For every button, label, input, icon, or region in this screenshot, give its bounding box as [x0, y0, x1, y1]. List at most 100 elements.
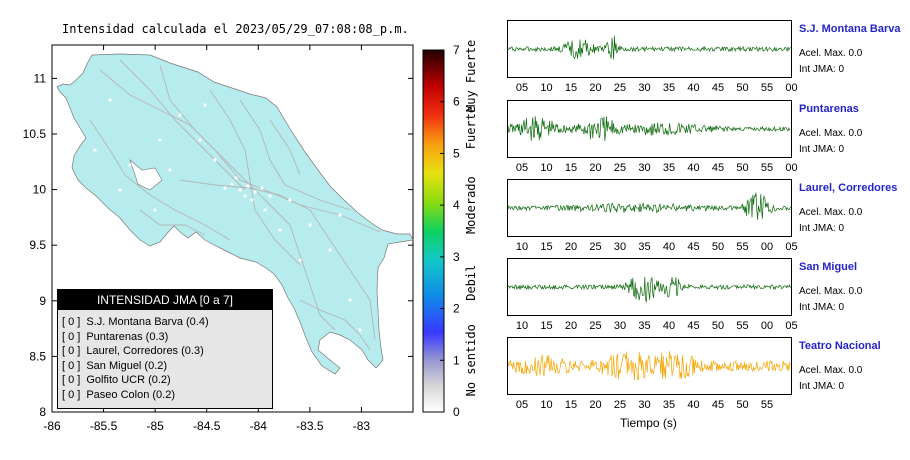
trace-tick-label: 10	[515, 241, 529, 253]
road-line	[99, 69, 381, 233]
station-info: Laurel, Corredores Acel. Max. 0.0 Int JMA:…	[799, 182, 907, 234]
town-marker	[298, 258, 302, 262]
station-name: San Miguel	[799, 261, 858, 273]
station-info: Puntarenas Acel. Max. 0.0 Int JMA: 0	[799, 103, 907, 155]
trace-tick-label: 25	[589, 320, 602, 332]
trace-tick-label: 20	[589, 82, 602, 94]
station-int: Int JMA: 0	[799, 64, 845, 75]
trace-x-ticks: 05 10 15 20 25 30 35 40 45 50 55 00	[507, 82, 798, 96]
trace-tick-label: 15	[564, 399, 578, 411]
town-marker	[246, 184, 250, 188]
trace-tick-label: 25	[613, 399, 627, 411]
trace-line	[507, 192, 791, 220]
trace-tick-label: 00	[760, 320, 774, 332]
station-acel: Acel. Max. 0.0	[799, 286, 863, 297]
station-acel: Acel. Max. 0.0	[799, 48, 863, 59]
town-marker	[338, 213, 342, 217]
trace-line	[507, 116, 791, 142]
trace-x-ticks: 05 10 15 20 25 30 35 40 45 50 55	[507, 399, 792, 413]
road-line	[299, 299, 371, 351]
trace-waveform	[507, 351, 791, 381]
town-marker	[223, 186, 227, 190]
trace-x-ticks: 10 15 20 25 30 35 40 45 50 55 00 05	[507, 320, 798, 334]
trace-tick-label: 40	[687, 399, 700, 411]
trace-tick-label: 25	[613, 162, 627, 174]
legend-item: [ 0 ] Golfito UCR (0.2)	[62, 373, 215, 388]
station-info: Teatro Nacional Acel. Max. 0.0 Int JMA: 0	[799, 340, 907, 392]
colorbar-category-label: No sentido	[464, 324, 478, 396]
town-points	[93, 98, 362, 332]
trace-tick-label: 50	[736, 82, 749, 94]
trace-tick-label: 25	[613, 82, 627, 94]
trace-tick-label: 35	[662, 82, 676, 94]
town-marker	[93, 148, 97, 152]
station-int: Int JMA: 0	[799, 223, 845, 234]
road-network	[89, 59, 381, 351]
trace-tick-label: 00	[760, 241, 774, 253]
town-marker	[108, 98, 112, 102]
trace-tick-label: 35	[638, 320, 651, 332]
trace-x-ticks: 05 10 15 20 25 30 35 40 45 50 55 00	[507, 162, 798, 176]
colorbar-category-label: Fuerte	[464, 106, 478, 149]
station-info: S.J. Montana Barva Acel. Max. 0.0 Int JMA:…	[799, 23, 907, 75]
colorbar-category-label: Debil	[464, 265, 478, 301]
town-marker	[308, 223, 312, 227]
road-line	[159, 64, 336, 331]
trace-tick-label: 05	[785, 241, 798, 253]
map-x-tick-label: -84	[250, 419, 268, 433]
map-x-tick-label: -85	[146, 419, 164, 433]
colorbar-tick-label: 2	[453, 302, 460, 316]
trace-waveform	[507, 116, 791, 142]
legend-item-level: [ 0 ]	[62, 316, 81, 328]
trace-tick-label: 30	[638, 82, 651, 94]
trace-tick-label: 15	[564, 162, 578, 174]
map-y-tick-label: 10	[33, 183, 47, 197]
trace-tick-label: 15	[540, 320, 553, 332]
trace-tick-label: 50	[711, 241, 725, 253]
town-marker	[158, 138, 162, 142]
station-acel: Acel. Max. 0.0	[799, 128, 863, 139]
town-marker	[153, 208, 157, 212]
trace-tick-label: 05	[515, 399, 529, 411]
town-marker	[213, 158, 217, 162]
legend-list: [ 0 ] S.J. Montana Barva (0.4) [ 0 ] Puntar…	[62, 315, 215, 402]
road-line	[209, 89, 301, 266]
trace-tick-label: 55	[736, 320, 749, 332]
legend-item: [ 0 ] Puntarenas (0.3)	[62, 330, 215, 345]
legend-item: [ 0 ] San Miguel (0.2)	[62, 359, 215, 374]
trace-tick-label: 20	[589, 162, 602, 174]
town-marker	[243, 194, 247, 198]
colorbar-tick-label: 5	[453, 146, 460, 160]
trace-tick-label: 05	[785, 320, 798, 332]
trace-tick-label: 40	[687, 162, 700, 174]
town-marker	[168, 168, 172, 172]
map-y-tick-label: 11	[34, 71, 47, 85]
colorbar-category-label: Muy Fuerte	[464, 40, 478, 112]
road-line	[239, 99, 351, 211]
trace-tick-label: 05	[515, 162, 529, 174]
town-marker	[288, 198, 292, 202]
road-line	[269, 119, 301, 176]
map-y-tick-label: 9.5	[29, 238, 46, 252]
trace-tick-label: 35	[638, 241, 651, 253]
map-x-tick-label: -84.5	[193, 419, 221, 433]
trace-x-axis-label: Tiempo (s)	[620, 416, 677, 430]
trace-tick-label: 45	[711, 162, 725, 174]
map-x-tick-label: -83.5	[296, 419, 324, 433]
trace-tick-label: 30	[638, 162, 651, 174]
town-marker	[358, 328, 362, 332]
trace-panel	[507, 20, 792, 78]
trace-line	[507, 35, 791, 60]
trace-line	[507, 351, 791, 381]
trace-tick-label: 20	[564, 320, 578, 332]
trace-tick-label: 45	[711, 82, 725, 94]
map-x-ticks: -86 -85.5 -85 -84.5 -84 -83.5 -83	[43, 45, 370, 433]
trace-tick-label: 55	[760, 162, 774, 174]
trace-tick-label: 05	[515, 82, 529, 94]
trace-waveform	[507, 35, 791, 60]
trace-panel	[507, 179, 792, 237]
town-marker	[118, 188, 122, 192]
intensity-legend: INTENSIDAD JMA [0 a 7] [ 0 ] S.J. Montana…	[57, 289, 273, 409]
trace-x-ticks: 10 15 20 25 30 35 40 45 50 55 00 05	[507, 241, 798, 255]
colorbar-tick-label: 1	[453, 353, 460, 367]
